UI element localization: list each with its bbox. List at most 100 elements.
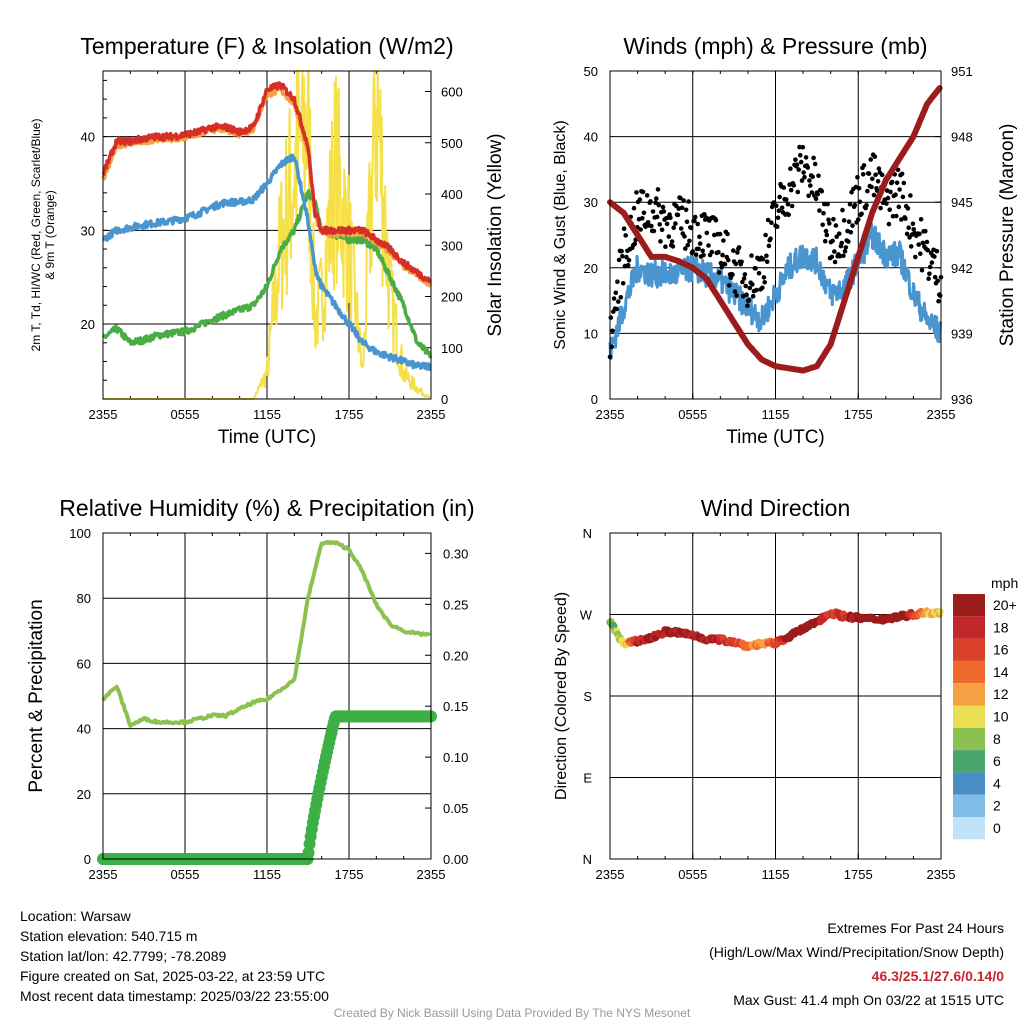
gust-point — [697, 234, 702, 240]
gust-point — [696, 246, 701, 252]
gust-point — [734, 293, 739, 298]
gust-point — [788, 166, 793, 171]
gust-point — [856, 186, 862, 191]
gust-point — [693, 252, 699, 257]
gust-point — [625, 263, 631, 268]
gust-point — [885, 195, 891, 201]
gust-point — [613, 290, 619, 296]
plot-frame — [102, 532, 432, 860]
y2-tick-label: 948 — [951, 130, 973, 145]
legend-label: 8 — [993, 731, 1001, 747]
y2-tick-label: 600 — [441, 85, 463, 100]
gust-point — [927, 271, 932, 277]
gust-point — [760, 285, 765, 291]
x-tick-label: 2355 — [927, 867, 956, 882]
station-info: Location: Warsaw Station elevation: 540.… — [20, 906, 329, 1006]
y2-axis-label: Solar Insolation (Yellow) — [485, 133, 506, 336]
gust-point — [899, 171, 905, 177]
gust-point — [786, 212, 791, 218]
gust-point — [671, 225, 676, 230]
gust-point — [659, 227, 665, 233]
gust-point — [743, 283, 748, 289]
y-tick-label: E — [583, 771, 592, 786]
gust-point — [817, 208, 822, 213]
gust-point — [779, 205, 785, 211]
gust-point — [713, 218, 719, 223]
legend-label: 6 — [993, 753, 1001, 769]
plot-frame — [102, 70, 432, 400]
gust-point — [889, 179, 895, 185]
gust-point — [616, 257, 622, 263]
gust-point — [654, 214, 660, 220]
gust-point — [735, 250, 740, 255]
extremes-title: Extremes For Past 24 Hours — [827, 920, 1004, 936]
y-tick-label: 50 — [584, 64, 598, 79]
gust-point — [925, 247, 931, 253]
gust-point — [687, 238, 692, 244]
x-tick-label: 1155 — [762, 867, 790, 882]
gust-point — [620, 281, 626, 286]
y-tick-label: 30 — [584, 195, 598, 210]
gust-point — [830, 238, 835, 244]
gust-point — [791, 183, 796, 188]
gust-point — [815, 191, 820, 197]
gust-point — [926, 276, 931, 282]
series-line — [101, 81, 432, 284]
y2-tick-label: 0.15 — [443, 699, 468, 714]
y-tick-label: 20 — [584, 261, 598, 276]
gust-point — [894, 213, 899, 219]
x-tick-label: 2355 — [927, 407, 956, 422]
gust-point — [801, 170, 806, 175]
legend-swatch — [953, 660, 985, 684]
gust-point — [650, 209, 656, 214]
gust-point — [826, 217, 831, 223]
y2-tick-label: 0.30 — [443, 546, 468, 561]
gust-point — [721, 238, 726, 243]
gust-point — [726, 257, 731, 263]
gust-point — [739, 259, 744, 265]
gust-point — [747, 285, 753, 291]
gust-point — [660, 204, 666, 210]
elevation-text: Station elevation: 540.715 m — [20, 928, 198, 944]
gust-point — [632, 241, 638, 246]
gust-point — [655, 187, 661, 192]
gust-point — [641, 210, 647, 216]
rh-line — [101, 539, 432, 728]
gust-point — [651, 228, 657, 234]
y2-tick-label: 200 — [441, 290, 463, 305]
gust-point — [803, 155, 809, 160]
gust-point — [822, 201, 827, 207]
x-tick-label: 2355 — [89, 867, 118, 882]
gust-point — [846, 239, 851, 244]
y2-tick-label: 945 — [951, 195, 973, 210]
gust-point — [756, 270, 762, 276]
gust-point — [624, 254, 629, 260]
gust-point — [764, 253, 769, 259]
y2-tick-label: 939 — [951, 326, 973, 341]
gust-point — [852, 202, 858, 208]
y-axis-label: Percent & Precipitation — [26, 599, 47, 792]
gust-point — [920, 240, 926, 246]
gust-point — [768, 236, 773, 241]
x-tick-label: 1755 — [335, 867, 364, 882]
legend-label: 2 — [993, 798, 1001, 814]
gust-point — [761, 275, 767, 280]
gust-point — [897, 187, 902, 192]
gust-point — [860, 172, 866, 177]
latlon-text: Station lat/lon: 42.7799; -78.2089 — [20, 948, 227, 964]
gust-point — [932, 254, 937, 259]
gust-point — [673, 221, 678, 226]
y-tick-label: W — [580, 608, 593, 623]
gust-point — [839, 240, 844, 246]
gust-point — [637, 197, 643, 202]
gust-point — [802, 174, 807, 180]
y-tick-label: 40 — [584, 130, 598, 145]
gust-point — [872, 154, 878, 159]
chart-title: Winds (mph) & Pressure (mb) — [623, 33, 927, 59]
gust-point — [893, 192, 898, 197]
gust-point — [894, 180, 900, 186]
gust-point — [750, 293, 756, 299]
chart-title: Relative Humidity (%) & Precipitation (i… — [59, 495, 474, 521]
gust-point — [908, 244, 914, 249]
